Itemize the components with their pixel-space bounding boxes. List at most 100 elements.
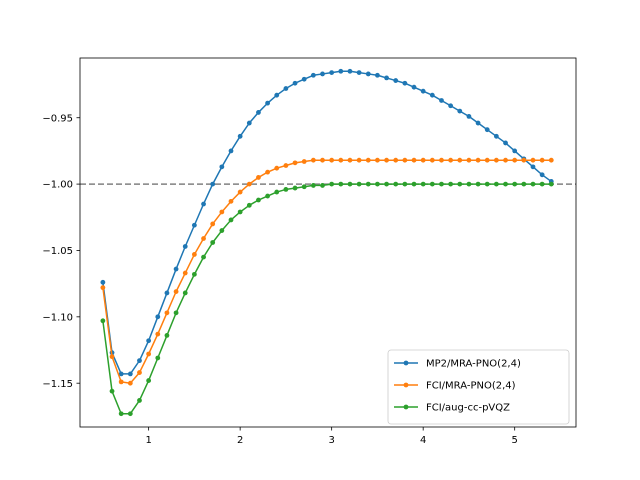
data-point [548, 157, 554, 163]
data-point [301, 76, 307, 82]
data-point [274, 92, 280, 98]
data-point [210, 240, 216, 245]
data-point [182, 290, 188, 296]
data-point [310, 183, 316, 188]
y-tick-label: −1.10 [42, 312, 73, 323]
data-point [301, 159, 307, 164]
y-tick-label: −1.15 [42, 379, 73, 390]
data-point [429, 181, 435, 187]
data-point [127, 411, 133, 417]
data-point [530, 157, 536, 163]
data-point [228, 148, 234, 154]
data-point [384, 157, 389, 163]
data-point [201, 201, 206, 207]
data-point [539, 172, 545, 178]
data-point [521, 181, 527, 187]
data-point [365, 157, 371, 163]
data-point [283, 163, 289, 168]
data-point [420, 157, 426, 163]
data-point [210, 221, 216, 227]
data-point [466, 114, 472, 119]
data-point [466, 181, 472, 187]
axes-frame [79, 57, 577, 428]
x-tick-label: 2 [237, 435, 243, 446]
data-point [356, 157, 362, 163]
data-point [320, 157, 325, 163]
data-point [283, 187, 289, 192]
data-point [201, 254, 206, 260]
data-point [420, 181, 426, 187]
legend-marker [403, 404, 409, 410]
data-point [265, 100, 270, 106]
data-point [448, 157, 454, 163]
legend-label: FCI/MRA-PNO(2,4) [426, 381, 516, 392]
data-point [512, 157, 518, 163]
data-point [182, 270, 188, 276]
data-point [274, 165, 280, 171]
legend-marker [403, 360, 409, 366]
data-point [347, 68, 353, 74]
data-point [384, 75, 389, 81]
data-point [173, 289, 179, 295]
data-point [164, 333, 170, 338]
data-point [118, 379, 124, 385]
data-point [301, 184, 307, 190]
legend-item: FCI/aug-cc-pVQZ [394, 403, 510, 414]
data-point [402, 157, 408, 163]
data-point [109, 388, 115, 394]
data-point [237, 133, 243, 139]
data-point [411, 157, 417, 163]
data-point [246, 202, 252, 208]
data-point [191, 222, 197, 228]
data-point [201, 236, 206, 241]
data-point [521, 157, 527, 163]
data-point [320, 71, 325, 77]
data-point [493, 181, 499, 187]
data-point [475, 181, 481, 187]
data-point [137, 398, 142, 403]
data-point [329, 157, 335, 163]
data-point [320, 183, 325, 188]
data-point [146, 351, 152, 357]
data-point [347, 181, 353, 187]
data-point [411, 181, 417, 187]
data-point [256, 175, 261, 180]
data-point [484, 127, 490, 133]
x-tick-label: 1 [145, 435, 151, 446]
data-point [338, 181, 344, 187]
data-point [283, 86, 289, 91]
data-point [155, 355, 161, 361]
plot-area [80, 68, 576, 417]
data-point [219, 228, 225, 233]
data-point [439, 181, 444, 187]
data-point [219, 209, 225, 215]
data-point [237, 209, 243, 215]
data-point [429, 92, 435, 98]
data-point [475, 120, 481, 126]
legend: MP2/MRA-PNO(2,4) FCI/MRA-PNO(2,4) FCI/aug-… [387, 349, 570, 425]
data-point [292, 80, 298, 86]
data-point [191, 271, 197, 277]
data-point [384, 181, 389, 187]
data-point [265, 169, 270, 175]
data-point [155, 314, 161, 320]
data-point [411, 84, 417, 90]
data-point [475, 157, 481, 163]
data-point [539, 181, 545, 187]
x-tick-label: 5 [511, 435, 517, 446]
data-point [420, 88, 426, 94]
data-point [118, 411, 124, 417]
data-point [173, 266, 179, 272]
data-point [365, 181, 371, 187]
data-point [164, 290, 170, 296]
data-point [448, 181, 454, 187]
data-point [118, 371, 124, 377]
data-point [347, 157, 353, 163]
data-point [127, 371, 133, 377]
data-point [539, 157, 545, 163]
data-point [356, 181, 362, 187]
data-point [393, 157, 399, 163]
data-point [512, 181, 518, 187]
legend-item: MP2/MRA-PNO(2,4) [394, 359, 521, 370]
data-point [310, 157, 316, 163]
